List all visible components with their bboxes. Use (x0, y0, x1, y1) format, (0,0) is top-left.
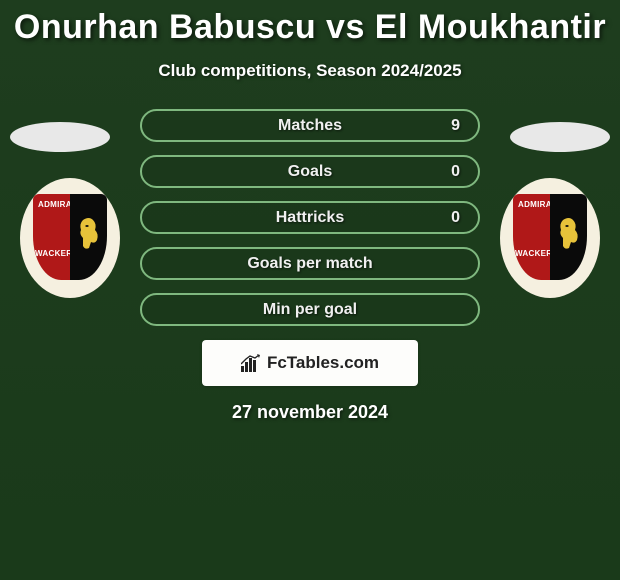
date-text: 27 november 2024 (0, 402, 620, 423)
stat-label: Min per goal (142, 301, 478, 319)
stat-row: Hattricks 0 (140, 201, 480, 234)
stat-label: Matches (142, 117, 478, 135)
stat-value: 0 (451, 163, 460, 181)
stat-value: 0 (451, 209, 460, 227)
branding-text: FcTables.com (267, 353, 379, 373)
stat-label: Hattricks (142, 209, 478, 227)
stat-label: Goals per match (142, 255, 478, 273)
branding-box[interactable]: FcTables.com (202, 340, 418, 386)
stat-row: Goals 0 (140, 155, 480, 188)
stats-list: Matches 9 Goals 0 Hattricks 0 Goals per … (140, 109, 480, 326)
stat-row: Matches 9 (140, 109, 480, 142)
stat-row: Goals per match (140, 247, 480, 280)
chart-icon (241, 354, 261, 372)
stat-row: Min per goal (140, 293, 480, 326)
stat-value: 9 (451, 117, 460, 135)
page-title: Onurhan Babuscu vs El Moukhantir (0, 0, 620, 47)
stat-label: Goals (142, 163, 478, 181)
subtitle: Club competitions, Season 2024/2025 (0, 61, 620, 81)
